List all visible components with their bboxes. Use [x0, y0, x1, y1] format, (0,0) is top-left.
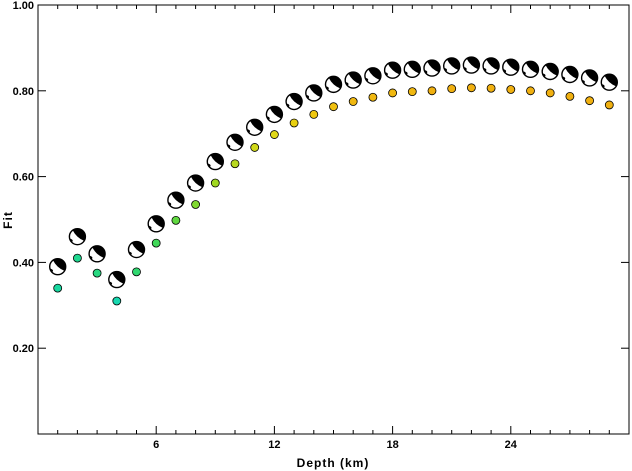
fit-dot-marker — [250, 143, 260, 152]
fit-dot-marker — [585, 96, 594, 106]
focal-mechanism-series — [49, 56, 618, 289]
fit-dot-marker — [368, 92, 378, 102]
focal-mechanism-marker — [383, 61, 402, 79]
y-axis-label: Fit — [1, 211, 15, 229]
fit-dot-marker — [545, 88, 555, 98]
focal-mechanism-marker — [285, 92, 303, 111]
fit-dot-marker — [388, 88, 398, 98]
focal-mechanism-marker — [147, 215, 165, 233]
fit-dot-marker — [506, 85, 516, 94]
focal-mechanism-marker — [167, 191, 185, 209]
focal-mechanism-marker — [482, 57, 500, 75]
fit-dot-marker — [289, 118, 299, 128]
focal-mechanism-marker — [305, 84, 323, 102]
y-tick-label: 0.60 — [13, 172, 34, 184]
focal-mechanism-marker — [127, 240, 146, 259]
focal-mechanism-marker — [502, 58, 520, 76]
focal-mechanism-marker — [443, 57, 461, 75]
y-tick-label: 0.40 — [13, 257, 34, 269]
x-tick-label: 18 — [386, 439, 398, 451]
fit-dot-marker — [132, 267, 141, 277]
focal-mechanism-marker — [226, 133, 244, 151]
fit-dot-marker — [92, 268, 102, 278]
fit-dot-marker — [526, 86, 535, 96]
x-tick-label: 6 — [153, 439, 159, 451]
fit-dot-marker — [191, 200, 201, 209]
focal-mechanism-marker — [324, 75, 343, 94]
fit-dot-marker — [151, 238, 161, 248]
y-tick-label: 0.80 — [13, 86, 34, 98]
x-tick-label: 12 — [268, 439, 280, 451]
focal-mechanism-marker — [206, 152, 225, 171]
fit-dot-marker — [112, 296, 122, 306]
focal-mechanism-marker — [49, 257, 67, 276]
focal-mechanism-marker — [423, 59, 441, 77]
fit-dot-marker — [427, 86, 437, 96]
fit-dot-marker — [565, 91, 575, 101]
y-tick-label: 1.00 — [13, 0, 34, 12]
fit-dot-marker — [604, 100, 614, 110]
focal-mechanism-marker — [462, 56, 481, 74]
y-tick-label: 0.20 — [13, 343, 34, 355]
focal-mechanism-marker — [88, 245, 106, 263]
fit-dot-marker — [447, 84, 457, 94]
x-tick-label: 24 — [505, 439, 518, 451]
focal-mechanism-marker — [580, 69, 599, 87]
focal-mechanism-marker — [186, 174, 205, 192]
fit-dot-marker — [53, 283, 63, 293]
fit-dot-marker — [269, 130, 279, 139]
fit-dot-marker — [486, 83, 496, 93]
focal-mechanism-marker — [344, 71, 362, 89]
fit-dot-marker — [329, 102, 338, 112]
fit-dot-marker — [230, 159, 240, 169]
x-axis: 6 12 18 24 — [57, 5, 610, 451]
fit-dot-marker — [466, 83, 476, 93]
y-axis: 0.20 0.40 0.60 0.80 1.00 — [13, 0, 629, 355]
focal-mechanism-marker — [68, 227, 87, 246]
fit-dot-marker — [73, 253, 82, 263]
focal-mechanism-marker — [403, 60, 421, 79]
fit-dot-series — [53, 83, 614, 306]
focal-mechanism-marker — [108, 270, 126, 289]
focal-mechanism-marker — [521, 60, 540, 79]
focal-mechanism-marker — [364, 67, 382, 85]
focal-mechanism-marker — [600, 73, 618, 91]
focal-mechanism-marker — [561, 65, 579, 84]
fit-dot-marker — [348, 97, 358, 106]
x-axis-label: Depth (km) — [297, 456, 370, 470]
fit-dot-marker — [171, 215, 181, 225]
focal-mechanism-marker — [265, 105, 284, 124]
fit-dot-marker — [210, 178, 220, 188]
fit-dot-marker — [309, 109, 319, 119]
fit-dot-marker — [407, 87, 417, 97]
plot-frame — [37, 4, 630, 435]
focal-mechanism-marker — [541, 62, 559, 81]
focal-mechanism-marker — [245, 118, 264, 136]
